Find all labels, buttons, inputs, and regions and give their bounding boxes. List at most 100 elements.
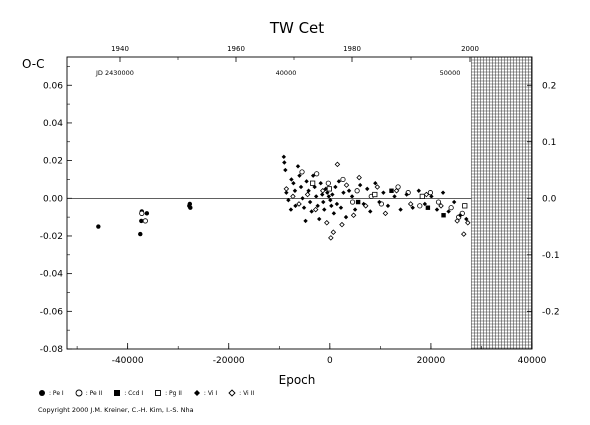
data-point [303, 218, 308, 224]
data-point [318, 181, 323, 186]
legend-item-ccd-i: : Ccd I [113, 389, 143, 397]
shaded-region-background [471, 57, 532, 349]
data-point [427, 190, 434, 196]
data-point [283, 186, 290, 192]
x-tick-label: 20000 [417, 356, 446, 366]
data-point [448, 205, 454, 211]
data-point [330, 229, 337, 235]
data-point [357, 182, 363, 188]
data-point [382, 210, 389, 217]
data-point [282, 160, 287, 165]
filled-diamond-icon [193, 390, 200, 396]
jd-tick-label: 40000 [276, 69, 297, 77]
data-point [312, 206, 319, 213]
data-point [187, 201, 193, 207]
data-point [330, 192, 335, 197]
right-tick-label: 0.0 [542, 194, 557, 204]
data-point [325, 180, 331, 186]
data-point [389, 188, 394, 193]
data-point [438, 203, 444, 209]
legend-label: : Vi I [203, 389, 218, 397]
x-tick-label: -40000 [112, 356, 144, 366]
data-point [422, 201, 428, 207]
x-tick-label: 40000 [518, 356, 547, 366]
data-point [328, 197, 333, 203]
data-point [315, 203, 320, 209]
y-tick-label: 0.04 [43, 119, 63, 129]
data-point [292, 188, 298, 193]
data-point [410, 205, 415, 210]
data-point [317, 216, 322, 222]
data-point [435, 199, 442, 205]
data-point [454, 218, 460, 224]
data-point [188, 205, 193, 210]
data-point [423, 191, 430, 198]
data-point [451, 199, 457, 205]
data-point [334, 201, 340, 207]
data-point [310, 180, 316, 186]
data-point [296, 201, 302, 207]
data-point [461, 231, 467, 237]
data-point [307, 199, 313, 205]
plot-frame [66, 56, 533, 350]
y-tick-label: -0.08 [40, 345, 64, 355]
legend: : Pe I : Pe II : Ccd I : Pg II : Vi I : … [38, 389, 265, 397]
data-point [354, 188, 360, 194]
data-point [441, 213, 446, 218]
data-point [320, 192, 325, 197]
data-point [374, 184, 381, 190]
data-point [138, 231, 143, 237]
data-point [372, 191, 378, 198]
data-point [393, 187, 400, 194]
data-point [355, 199, 361, 205]
data-point [321, 199, 326, 205]
data-point [314, 171, 320, 177]
data-point [392, 194, 397, 199]
data-point [377, 199, 382, 205]
data-point [139, 218, 144, 224]
data-point [325, 190, 330, 195]
data-point [381, 190, 386, 195]
x-axis-label: Epoch [279, 373, 316, 387]
data-point [365, 186, 370, 192]
y-tick-label: 0.02 [43, 157, 63, 167]
open-diamond-icon [228, 389, 236, 397]
jd-tick-label: 50000 [440, 69, 461, 77]
data-point [323, 186, 328, 192]
data-point [462, 203, 468, 209]
data-point [425, 205, 431, 210]
legend-item-pe-ii: : Pe II [75, 389, 102, 397]
data-point [298, 184, 304, 190]
chart-title: TW Cet [269, 19, 324, 37]
data-point [290, 193, 296, 200]
data-point [446, 209, 451, 214]
data-point [313, 194, 319, 199]
data-point [343, 182, 350, 188]
data-point [283, 167, 288, 173]
top-year-label: 2000 [461, 45, 479, 53]
legend-item-vi-i: : Vi I [193, 389, 217, 397]
data-point [349, 199, 356, 205]
data-point [336, 179, 342, 184]
filled-circle-icon [39, 390, 45, 396]
data-point [331, 211, 337, 216]
data-point [96, 224, 101, 229]
top-year-label: 1940 [111, 45, 129, 53]
data-point [284, 190, 289, 195]
data-point [373, 181, 378, 186]
x-tick-label: 0 [327, 356, 333, 366]
data-point [326, 194, 332, 199]
data-point [288, 207, 294, 212]
data-point [368, 209, 373, 214]
data-point [310, 173, 316, 178]
data-point [299, 169, 305, 175]
y-axis-label: O-C [22, 57, 45, 71]
data-point [429, 194, 434, 199]
data-point [324, 220, 330, 226]
data-point [304, 179, 309, 184]
data-point [297, 173, 302, 178]
right-tick-label: -0.1 [542, 251, 560, 261]
data-point [293, 203, 298, 209]
data-point [464, 216, 469, 222]
data-point [398, 207, 403, 212]
